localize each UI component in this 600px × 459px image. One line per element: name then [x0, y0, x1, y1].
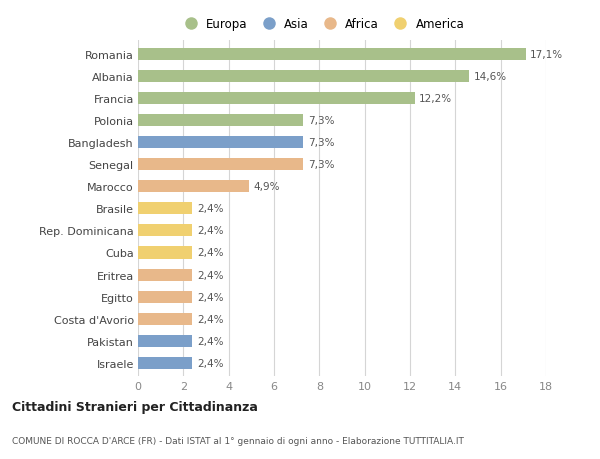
- Bar: [138, 49, 526, 61]
- Text: 2,4%: 2,4%: [197, 226, 223, 236]
- Bar: [138, 71, 469, 83]
- Text: 7,3%: 7,3%: [308, 138, 335, 148]
- Text: COMUNE DI ROCCA D'ARCE (FR) - Dati ISTAT al 1° gennaio di ogni anno - Elaborazio: COMUNE DI ROCCA D'ARCE (FR) - Dati ISTAT…: [12, 436, 464, 445]
- Text: 7,3%: 7,3%: [308, 116, 335, 126]
- Text: 2,4%: 2,4%: [197, 336, 223, 346]
- Bar: [138, 313, 193, 325]
- Bar: [138, 115, 304, 127]
- Text: 2,4%: 2,4%: [197, 292, 223, 302]
- Text: 14,6%: 14,6%: [473, 72, 506, 82]
- Text: 12,2%: 12,2%: [419, 94, 452, 104]
- Bar: [138, 291, 193, 303]
- Text: 17,1%: 17,1%: [530, 50, 563, 60]
- Text: 4,9%: 4,9%: [254, 182, 280, 192]
- Bar: [138, 203, 193, 215]
- Bar: [138, 335, 193, 347]
- Text: 2,4%: 2,4%: [197, 358, 223, 368]
- Bar: [138, 225, 193, 237]
- Bar: [138, 159, 304, 171]
- Bar: [138, 137, 304, 149]
- Text: 7,3%: 7,3%: [308, 160, 335, 170]
- Bar: [138, 247, 193, 259]
- Text: 2,4%: 2,4%: [197, 314, 223, 324]
- Text: Cittadini Stranieri per Cittadinanza: Cittadini Stranieri per Cittadinanza: [12, 400, 258, 413]
- Bar: [138, 269, 193, 281]
- Text: 2,4%: 2,4%: [197, 270, 223, 280]
- Bar: [138, 181, 249, 193]
- Bar: [138, 93, 415, 105]
- Bar: [138, 357, 193, 369]
- Text: 2,4%: 2,4%: [197, 248, 223, 258]
- Legend: Europa, Asia, Africa, America: Europa, Asia, Africa, America: [174, 14, 469, 36]
- Text: 2,4%: 2,4%: [197, 204, 223, 214]
